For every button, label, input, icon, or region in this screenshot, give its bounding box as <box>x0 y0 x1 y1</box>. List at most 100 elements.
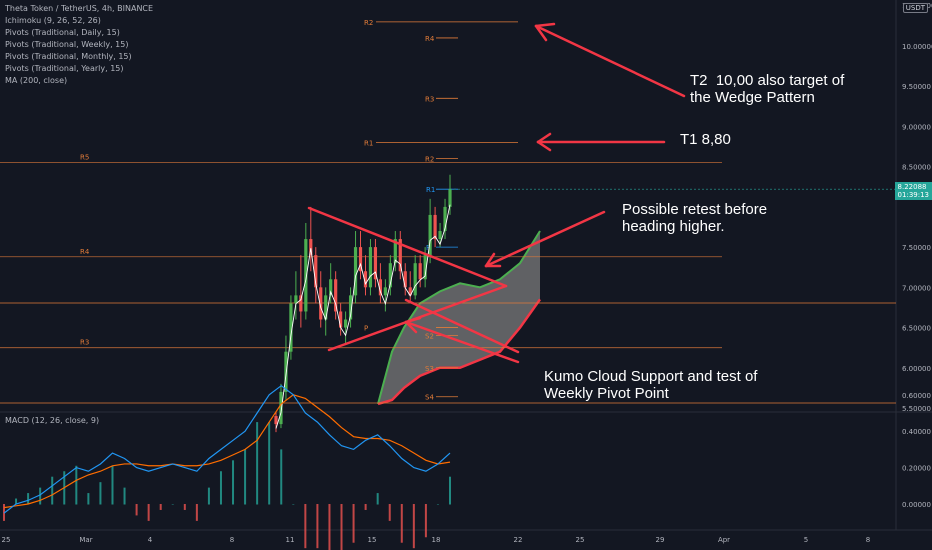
legend-pivots-monthly[interactable]: Pivots (Traditional, Monthly, 15) <box>5 52 132 61</box>
price-tick-label: 7.00000 <box>902 284 931 292</box>
legend-ichimoku[interactable]: Ichimoku (9, 26, 52, 26) <box>5 16 101 25</box>
macd-histogram-bar <box>280 449 283 505</box>
annotation-t2: T2 10,00 also target of the Wedge Patter… <box>690 72 844 106</box>
annotation-t1-text: T1 8,80 <box>680 131 731 148</box>
arrow-kumo-shaft <box>404 298 520 354</box>
macd-histogram-bar <box>388 504 391 521</box>
arrow-t1-head <box>536 132 552 144</box>
candle-body <box>324 295 328 320</box>
pivot-label-weekly: R4 <box>425 35 435 43</box>
macd-histogram-bar <box>328 504 331 550</box>
macd-histogram-bar <box>292 504 295 505</box>
candle-body <box>344 319 348 328</box>
macd-histogram-bar <box>99 482 102 505</box>
candle-body <box>368 247 373 288</box>
candle-body <box>304 239 308 312</box>
annotation-retest-text: Possible retest before heading higher. <box>622 201 768 235</box>
macd-histogram-bar <box>51 476 54 505</box>
candle-body <box>319 287 323 320</box>
candle-body <box>378 279 382 296</box>
time-tick-label: 29 <box>656 536 665 544</box>
candle-body <box>413 263 417 296</box>
grid <box>0 0 932 531</box>
candle-body <box>363 271 368 288</box>
macd-title[interactable]: MACD (12, 26, close, 9) <box>5 416 100 425</box>
candles <box>274 174 896 433</box>
macd-histogram-bar <box>123 487 126 505</box>
drawings <box>307 22 686 364</box>
arrow-t2-head <box>534 24 548 42</box>
arrow-t1-head <box>536 140 552 152</box>
candle-body <box>329 279 333 296</box>
arrow-retest-shaft <box>484 210 606 268</box>
arrow-kumo-head <box>404 320 418 334</box>
arrow-kumo-shaft <box>404 320 520 364</box>
pivot-label-daily: R <box>426 244 431 252</box>
legend-pivots-daily[interactable]: Pivots (Traditional, Daily, 15) <box>5 28 120 37</box>
macd-histogram-bar <box>268 422 271 505</box>
price-tick-label: 6.00000 <box>902 365 931 373</box>
price-tick-label: 9.00000 <box>902 123 931 131</box>
currency-badge[interactable]: USDT <box>902 3 928 13</box>
macd-histogram-bar <box>400 504 403 543</box>
arrow-t2-shaft <box>534 24 686 98</box>
candle-body <box>438 231 442 240</box>
candle-body <box>309 239 313 256</box>
time-tick-label: 11 <box>286 536 295 544</box>
candle-body <box>334 279 338 312</box>
pivot-label-weekly: R2 <box>425 156 434 164</box>
cloud-top-edge <box>377 230 541 405</box>
macd-histogram-bar <box>352 504 355 543</box>
macd-tick-label: 0.00000 <box>902 501 931 509</box>
wedge-upper-line <box>307 206 508 288</box>
macd-histogram-bar <box>424 504 427 538</box>
candle-body <box>348 295 353 320</box>
candle-body <box>383 287 387 296</box>
time-tick-label: 4 <box>148 536 153 544</box>
candle-body <box>388 263 392 288</box>
macd-line <box>3 384 451 514</box>
candle-body <box>443 206 447 232</box>
candle-body <box>279 391 283 425</box>
annotation-retest: Possible retest before heading higher. <box>622 201 767 235</box>
time-tick-label: 8 <box>866 536 870 544</box>
pivot-lines: R5 R4 R3 R2 R1 R4 R3 R2 P S2 S3 S4 R1 R <box>0 19 896 404</box>
macd-histogram-bar <box>219 471 222 505</box>
last-price: 8.22088 <box>897 183 927 191</box>
macd-histogram-bar <box>436 504 439 505</box>
macd-histogram-bar <box>27 493 30 505</box>
legend-pivots-weekly[interactable]: Pivots (Traditional, Weekly, 15) <box>5 40 129 49</box>
time-tick-label: 18 <box>432 536 441 544</box>
candle-body <box>393 239 397 264</box>
price-tick-label: 9.50000 <box>902 83 931 91</box>
arrow-retest-head <box>484 252 496 268</box>
price-tick-label: 10.00000 <box>902 43 932 51</box>
legend-pivots-yearly[interactable]: Pivots (Traditional, Yearly, 15) <box>5 64 124 73</box>
candle-body <box>294 295 298 304</box>
arrow-t2-head <box>534 22 556 28</box>
candle-body <box>403 271 407 288</box>
pivot-label-monthly: R1 <box>364 140 373 148</box>
cloud-area <box>378 231 540 404</box>
candle-body <box>353 247 358 296</box>
legend-ma[interactable]: MA (200, close) <box>5 76 68 85</box>
macd-histogram-bar <box>87 493 90 505</box>
pivot-label-yearly: R5 <box>80 154 89 162</box>
pivot-label-weekly: S3 <box>425 365 434 373</box>
time-tick-label: 8 <box>230 536 234 544</box>
macd-histogram-bar <box>147 504 150 521</box>
macd-histogram-bar <box>304 504 307 549</box>
candle-body <box>423 255 427 280</box>
signal-line <box>3 394 451 509</box>
macd-histogram-bar <box>256 422 259 505</box>
macd-histogram-bar <box>316 504 319 549</box>
candle-body <box>398 239 402 272</box>
candle-body <box>408 287 412 296</box>
chart-title[interactable]: Theta Token / TetherUS, 4h, BINANCE <box>5 4 154 13</box>
macd-histogram-bar <box>412 504 415 549</box>
macd-histogram-bar <box>207 487 210 505</box>
macd-histogram-bar <box>39 487 42 505</box>
macd-histogram-bar <box>232 460 235 505</box>
macd-histogram-bar <box>195 504 198 521</box>
